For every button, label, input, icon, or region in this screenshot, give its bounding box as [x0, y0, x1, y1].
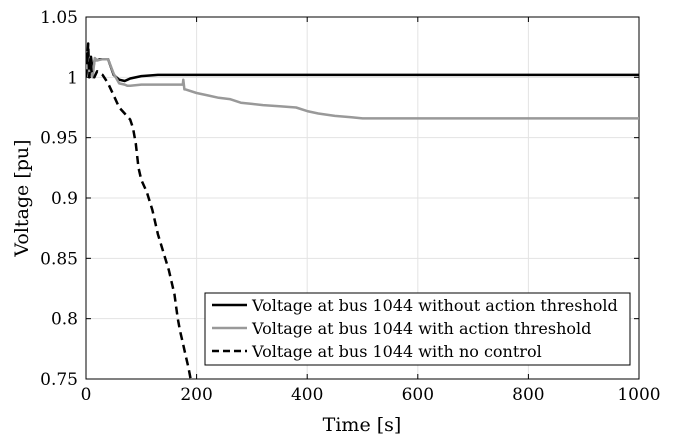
y-tick-label: 0.85	[40, 249, 78, 269]
y-tick-label: 0.75	[40, 370, 78, 390]
y-tick-label: 0.9	[51, 189, 78, 209]
y-tick-label: 0.95	[40, 129, 78, 149]
y-tick-label: 0.8	[51, 310, 78, 330]
legend: Voltage at bus 1044 without action thres…	[204, 292, 631, 366]
x-axis-title: Time [s]	[323, 414, 402, 436]
x-tick-label: 200	[180, 385, 212, 405]
series-without-threshold-line	[86, 51, 639, 83]
x-tick-label: 0	[81, 385, 92, 405]
legend-box	[204, 292, 631, 366]
x-tick-label: 800	[512, 385, 544, 405]
legend-label-with-threshold: Voltage at bus 1044 with action threshol…	[251, 319, 591, 338]
y-axis-title: Voltage [pu]	[11, 139, 33, 257]
series-lines	[86, 42, 639, 379]
legend-label-without-threshold: Voltage at bus 1044 without action thres…	[251, 296, 618, 315]
x-tick-label: 1000	[617, 385, 660, 405]
y-tick-label: 1.05	[40, 8, 78, 28]
series-no-control-line	[86, 42, 192, 379]
series-with-threshold-line	[86, 56, 639, 120]
y-tick-label: 1	[67, 68, 78, 88]
axis-ticks: 0 200 400 600 800 1000 0.75 0.8 0.85 0.9 0.95 1 1.05	[40, 8, 660, 405]
x-tick-label: 600	[402, 385, 434, 405]
x-tick-label: 400	[291, 385, 323, 405]
legend-label-no-control: Voltage at bus 1044 with no control	[251, 342, 542, 361]
